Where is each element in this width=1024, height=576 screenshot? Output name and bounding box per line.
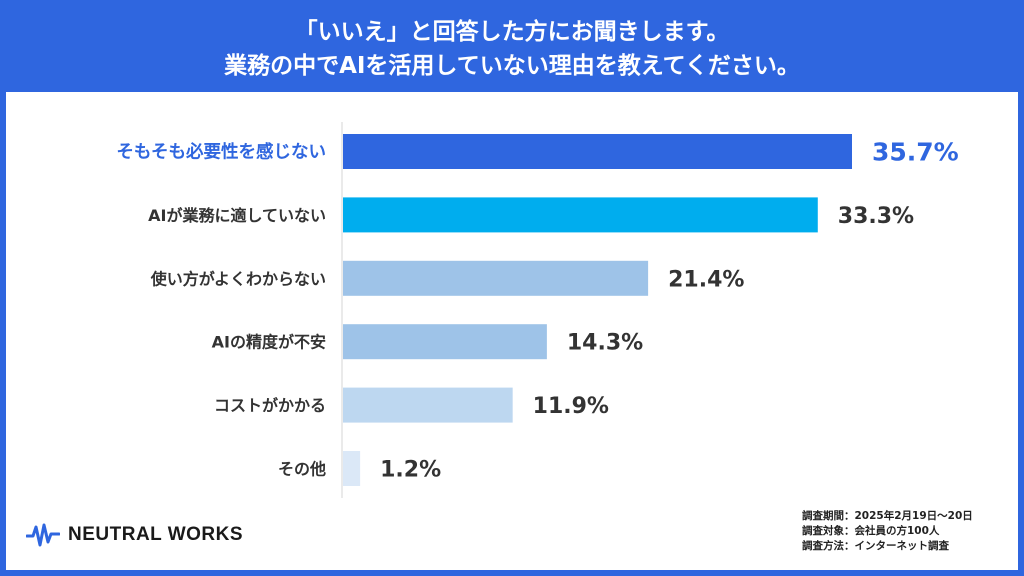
- bar-4: [343, 387, 513, 423]
- survey-notes: 調査期間：2025年2月19日〜20日 調査対象：会社員の方100人 調査方法：…: [802, 509, 973, 554]
- survey-period: 調査期間：2025年2月19日〜20日: [802, 510, 973, 522]
- category-label-2: 使い方がよくわからない: [150, 269, 326, 288]
- bar-5: [343, 451, 361, 486]
- value-label-4: 11.9%: [533, 394, 609, 419]
- value-label-2: 21.4%: [668, 267, 744, 292]
- pulse-wave-icon: [26, 523, 60, 547]
- value-label-5: 1.2%: [380, 458, 441, 483]
- category-label-0: そもそも必要性を感じない: [116, 142, 326, 163]
- category-label-1: AIが業務に適していない: [148, 206, 326, 225]
- category-label-5: その他: [278, 460, 326, 479]
- bar-3: [343, 324, 547, 360]
- bar-2: [343, 260, 649, 296]
- brand-logo: NEUTRAL WORKS: [26, 522, 243, 548]
- bar-1: [343, 197, 818, 233]
- bar-0: [343, 134, 852, 169]
- header-banner: 「いいえ」と回答した方にお聞きします。 業務の中でAIを活用していない理由を教え…: [0, 0, 1024, 92]
- value-label-3: 14.3%: [567, 331, 643, 356]
- value-label-1: 33.3%: [838, 204, 914, 229]
- question-line-2: 業務の中でAIを活用していない理由を教えてください。: [224, 53, 800, 79]
- survey-method: 調査方法：インターネット調査: [802, 540, 949, 552]
- category-label-4: コストがかかる: [214, 396, 326, 415]
- survey-target: 調査対象：会社員の方100人: [802, 525, 940, 537]
- brand-name: NEUTRAL WORKS: [68, 524, 244, 545]
- question-line-1: 「いいえ」と回答した方にお聞きします。: [294, 19, 730, 45]
- value-label-0: 35.7%: [872, 138, 959, 167]
- category-label-3: AIの精度が不安: [212, 333, 326, 352]
